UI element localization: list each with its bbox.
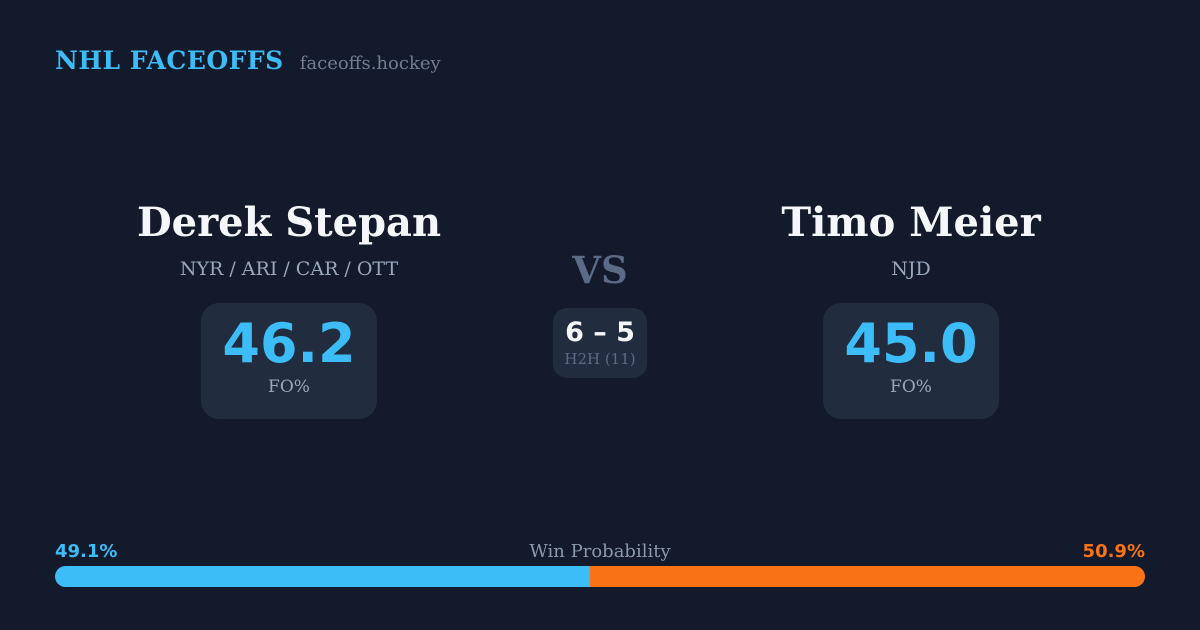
- player-right-faceoff-card: 45.0 FO%: [823, 303, 999, 419]
- win-probability-bar-left: [55, 566, 591, 587]
- player-right-column: Timo Meier NJD 45.0 FO%: [721, 198, 1101, 419]
- player-right-teams: NJD: [891, 258, 931, 280]
- player-left-teams: NYR / ARI / CAR / OTT: [179, 258, 399, 280]
- win-probability-bar-right: [590, 566, 1145, 587]
- win-probability-right-pct: 50.9%: [1082, 541, 1145, 562]
- player-left-fo-label: FO%: [268, 377, 310, 397]
- h2h-label: H2H (11): [564, 350, 636, 368]
- h2h-score: 6 – 5: [565, 317, 635, 348]
- player-right-fo-label: FO%: [890, 377, 932, 397]
- player-right-fo-pct: 45.0: [844, 312, 978, 375]
- win-probability-left-pct: 49.1%: [55, 541, 118, 562]
- brand-title: NHL FACEOFFS: [55, 46, 284, 75]
- player-left-column: Derek Stepan NYR / ARI / CAR / OTT 46.2 …: [99, 198, 479, 419]
- vs-label: VS: [572, 248, 628, 292]
- player-left-fo-pct: 46.2: [222, 312, 356, 375]
- header: NHL FACEOFFS faceoffs.hockey: [55, 46, 441, 75]
- brand-domain: faceoffs.hockey: [299, 53, 441, 74]
- player-right-name: Timo Meier: [781, 199, 1041, 246]
- player-left-faceoff-card: 46.2 FO%: [201, 303, 377, 419]
- center-column: VS 6 – 5 H2H (11): [500, 248, 700, 378]
- h2h-card: 6 – 5 H2H (11): [553, 308, 647, 378]
- win-probability-title: Win Probability: [529, 541, 671, 562]
- win-probability-bar: [55, 566, 1145, 587]
- win-probability-labels: 49.1% Win Probability 50.9%: [55, 541, 1145, 565]
- player-left-name: Derek Stepan: [136, 199, 442, 246]
